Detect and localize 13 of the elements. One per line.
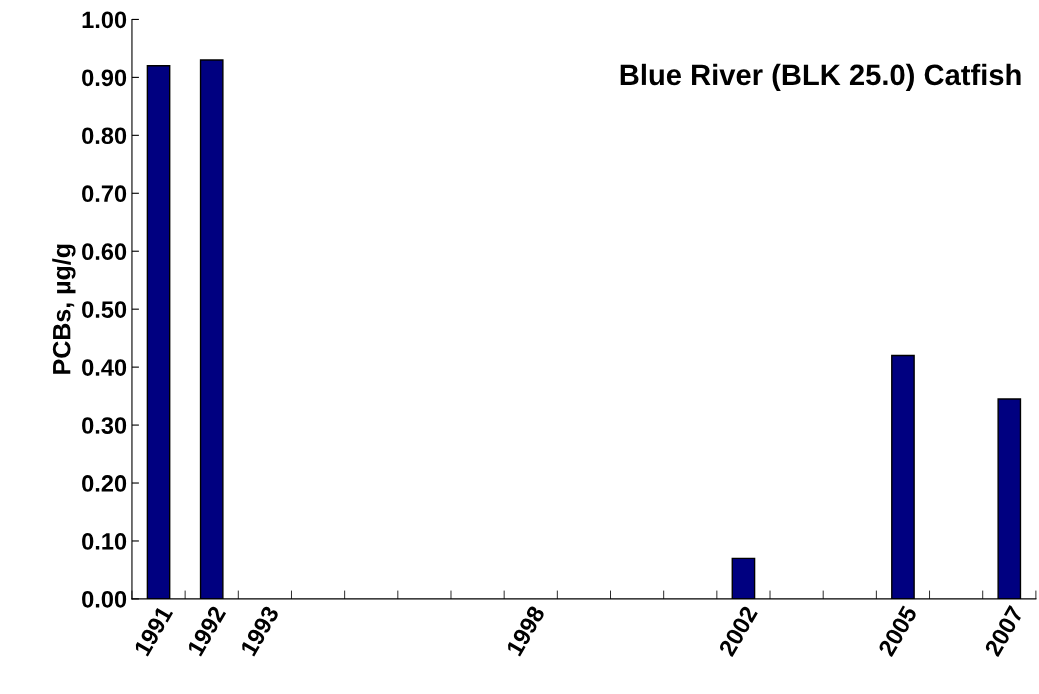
y-tick-label: 0.40: [82, 359, 127, 376]
text: Blue River (BLK 25.0) Catfish: [620, 63, 1021, 91]
y-tick-label: 0.80: [82, 127, 127, 145]
y-tick-label: 0.90: [82, 69, 127, 87]
y-tick-label: 0.10: [82, 533, 127, 550]
y-tick-label: 0.30: [82, 417, 127, 434]
y-tick-label: 0.60: [82, 243, 127, 261]
y-tick-label: 0.50: [82, 301, 127, 318]
y-tick-label: 0.00: [82, 590, 127, 608]
y-axis-title: PCBs, µg/g: [52, 244, 76, 374]
y-tick-label: 0.20: [82, 475, 127, 492]
y-tick-label: 1.00: [82, 11, 127, 29]
y-tick-label: 0.70: [82, 185, 127, 203]
